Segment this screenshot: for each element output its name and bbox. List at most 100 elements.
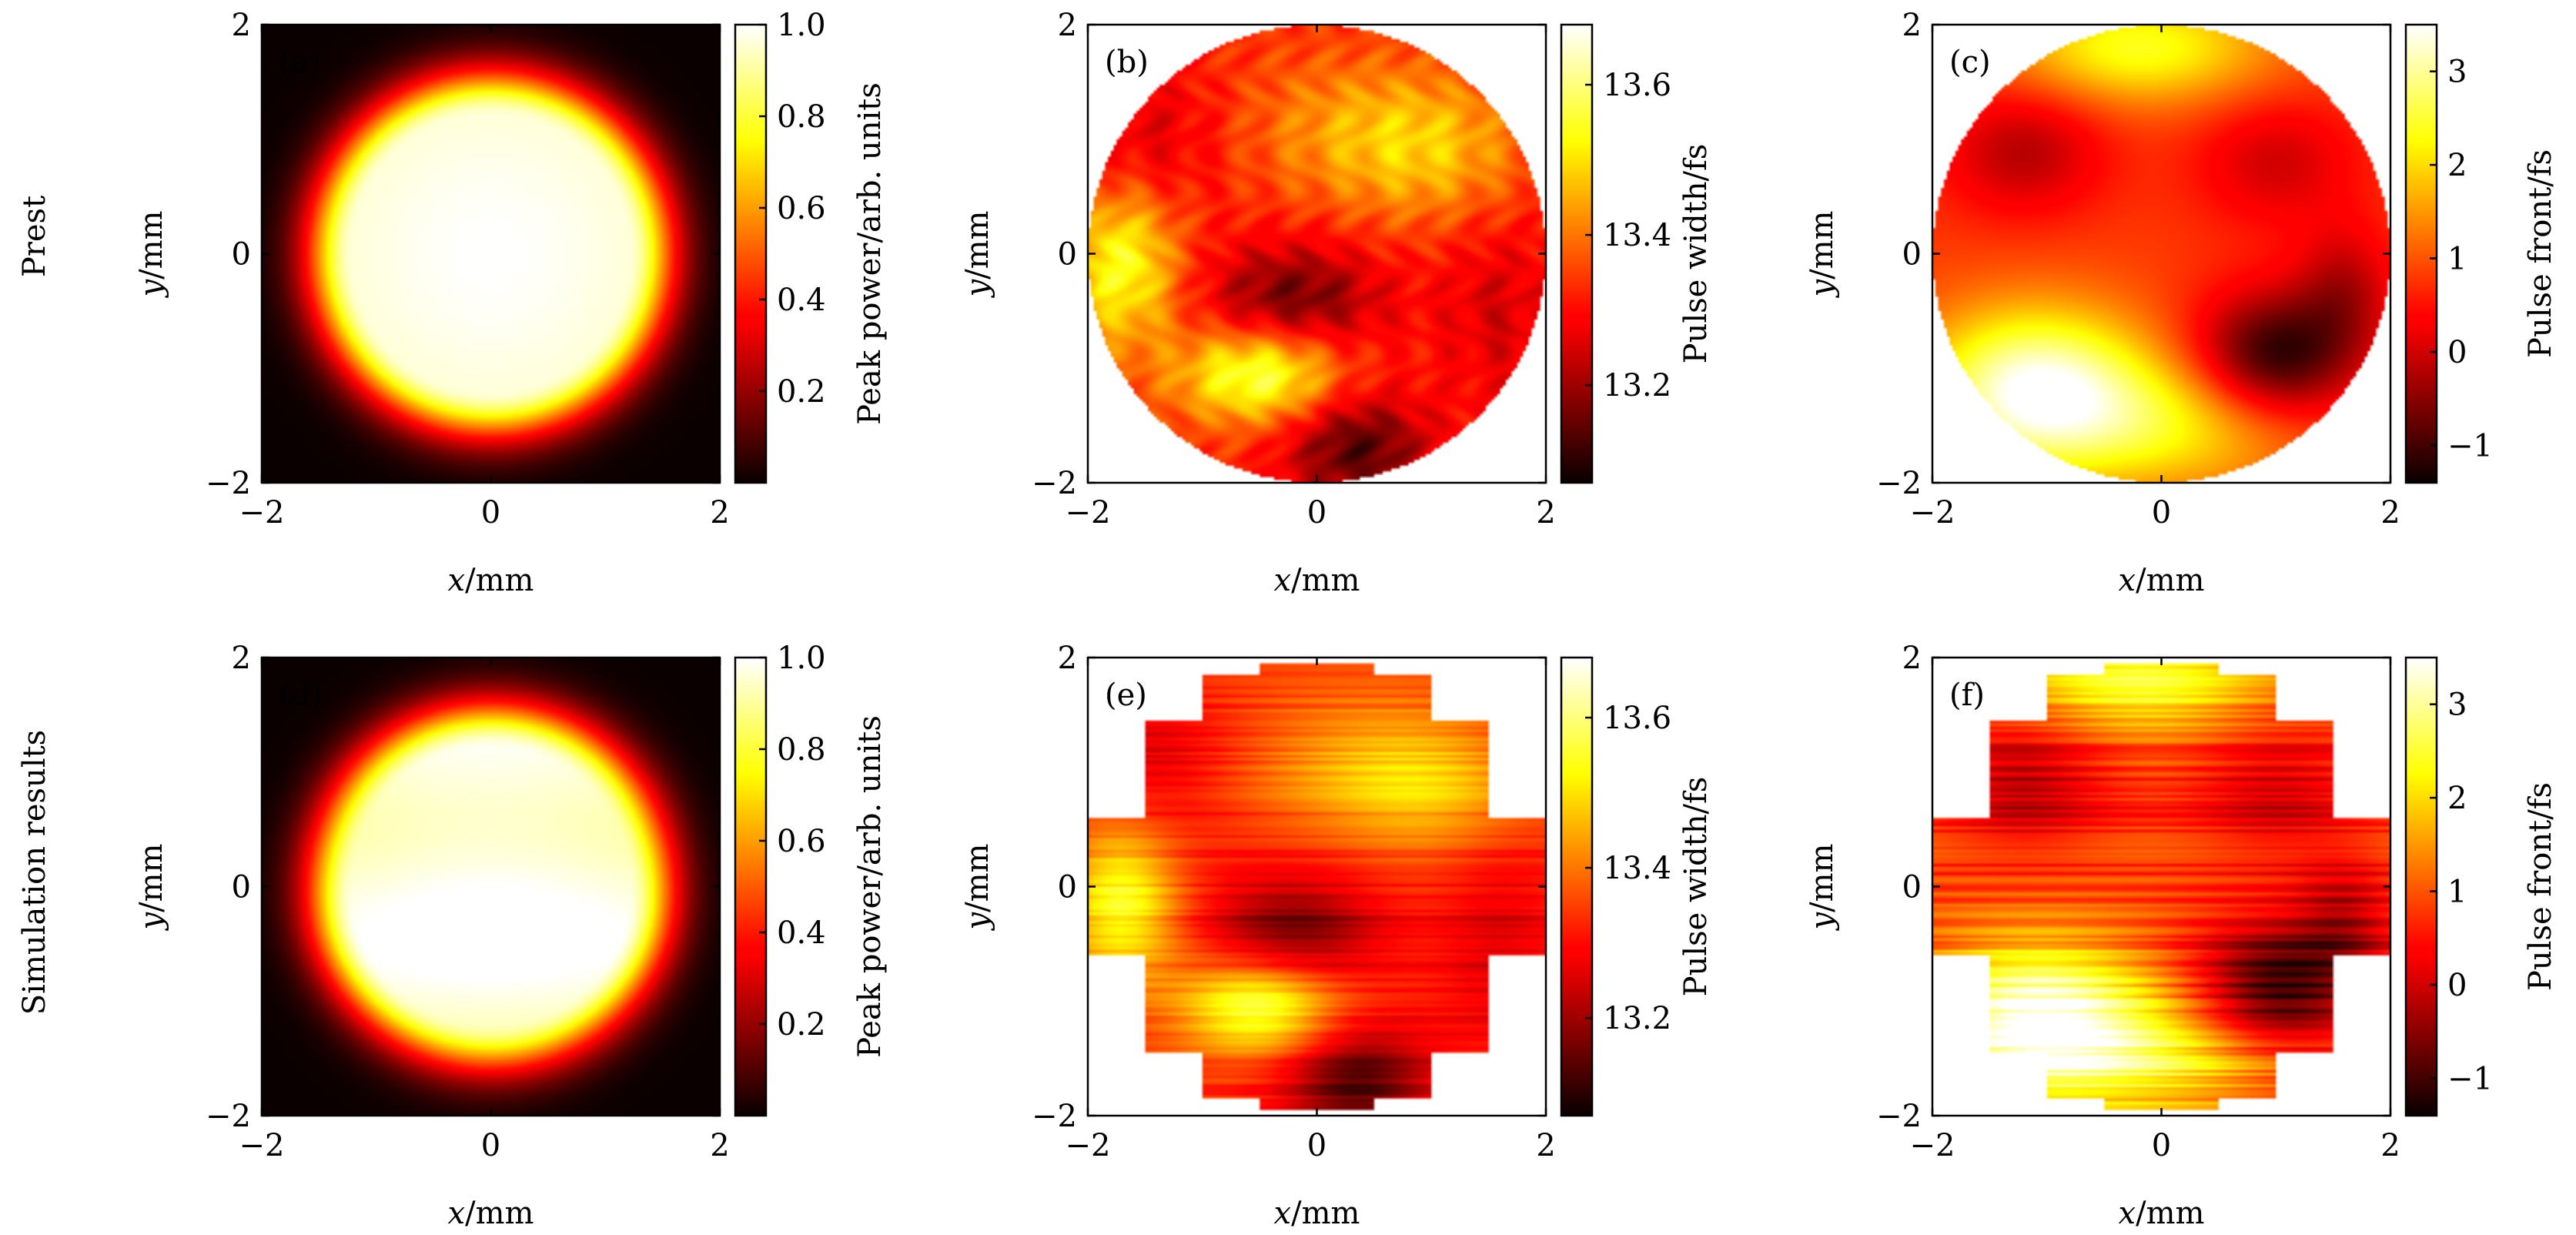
x-axis-label: x/mm bbox=[2119, 563, 2205, 598]
y-tick-label: −2 bbox=[1032, 466, 1077, 501]
colorbar-tick-label: 2 bbox=[2447, 148, 2467, 183]
x-tick-label: 0 bbox=[481, 495, 500, 530]
colorbar-tick-label: 3 bbox=[2447, 688, 2467, 723]
x-tick-label: 2 bbox=[2380, 495, 2400, 530]
panel-label: (c) bbox=[1949, 45, 1991, 80]
y-axis-label: y/mm bbox=[134, 211, 169, 299]
colorbar-tick-label: 2 bbox=[2447, 781, 2467, 816]
y-tick-label: 2 bbox=[1058, 8, 1077, 43]
colorbar-label: Peak power/arb. units bbox=[852, 82, 888, 425]
colorbar-tick-label: 1.0 bbox=[777, 641, 826, 676]
row-label-simulation: Simulation results bbox=[17, 730, 52, 1015]
y-tick-label: 2 bbox=[1902, 8, 1922, 43]
panel-b: (b) −2−2 0 0 2 2 x/mm y/mm 13.2 13.4 13.6 Pulse wid… bbox=[960, 8, 1714, 598]
x-tick-label: 0 bbox=[2152, 495, 2171, 530]
x-tick-label: 2 bbox=[710, 1128, 729, 1163]
y-axis-label: y/mm bbox=[960, 844, 995, 932]
colorbar: −1 0 1 2 3 Pulse front/fs bbox=[2404, 23, 2558, 484]
colorbar-label: Peak power/arb. units bbox=[852, 715, 888, 1058]
x-tick-label: 0 bbox=[2152, 1128, 2171, 1163]
colorbar-tick-label: 0.2 bbox=[777, 374, 826, 410]
x-tick-label: −2 bbox=[1066, 1128, 1111, 1163]
x-axis-label: x/mm bbox=[2119, 1196, 2205, 1231]
panel-e: (e) −2−2 0 0 2 2 x/mm y/mm 13.2 13.4 13.6 Pulse wid… bbox=[960, 641, 1714, 1231]
heatmap-image bbox=[1932, 658, 2390, 1116]
panel-label: (f) bbox=[1949, 678, 1985, 713]
x-tick-label: −2 bbox=[239, 1128, 285, 1163]
heatmap-image bbox=[262, 25, 720, 483]
y-tick-label: 2 bbox=[1058, 641, 1077, 676]
colorbar-frame bbox=[1560, 656, 1594, 1117]
colorbar-tick-label: 0.8 bbox=[777, 99, 826, 135]
x-tick-label: −2 bbox=[1066, 495, 1111, 530]
y-axis-label: y/mm bbox=[960, 211, 995, 299]
colorbar-tick-label: 0.6 bbox=[777, 824, 826, 859]
x-tick-label: 2 bbox=[710, 495, 729, 530]
panel-label: (e) bbox=[1105, 678, 1147, 713]
panel-d: (d) −2−2 0 0 2 2 x/mm y/mm 0.2 0.4 0.6 0.8 1.0 Peak p… bbox=[134, 641, 888, 1231]
x-tick-label: −2 bbox=[1910, 1128, 1955, 1163]
x-axis-label: x/mm bbox=[1274, 1196, 1360, 1231]
colorbar: 0.2 0.4 0.6 0.8 1.0 Peak power/arb. units bbox=[734, 8, 888, 484]
colorbar-tick-label: 13.4 bbox=[1603, 851, 1671, 886]
y-tick-label: 2 bbox=[232, 641, 251, 676]
colorbar-tick-label: 13.4 bbox=[1603, 218, 1671, 253]
x-axis-label: x/mm bbox=[448, 1196, 534, 1231]
colorbar: 0.2 0.4 0.6 0.8 1.0 Peak power/arb. units bbox=[734, 641, 888, 1117]
x-tick-label: 0 bbox=[1307, 495, 1326, 530]
colorbar-tick-label: −1 bbox=[2447, 1061, 2493, 1096]
heatmap-image bbox=[1088, 658, 1546, 1116]
colorbar-frame bbox=[2404, 23, 2438, 484]
colorbar-label: Pulse width/fs bbox=[1678, 777, 1714, 997]
y-tick-label: −2 bbox=[206, 466, 251, 501]
colorbar-label: Pulse width/fs bbox=[1678, 144, 1714, 364]
y-tick-label: −2 bbox=[1032, 1099, 1077, 1134]
colorbar-gradient bbox=[735, 25, 766, 483]
colorbar-gradient bbox=[1561, 25, 1592, 483]
panel-f: (f) −2−2 0 0 2 2 x/mm y/mm −1 0 1 2 3 Pulse front/fs bbox=[1805, 641, 2558, 1231]
panel-label: (b) bbox=[1105, 45, 1149, 80]
y-tick-label: 0 bbox=[1902, 870, 1922, 905]
x-tick-label: 2 bbox=[1536, 495, 1555, 530]
colorbar-frame bbox=[2404, 656, 2438, 1117]
panel-label: (a) bbox=[279, 45, 321, 80]
x-axis-label: x/mm bbox=[1274, 563, 1360, 598]
heatmap-image bbox=[1932, 25, 2390, 483]
colorbar-tick-label: 0 bbox=[2447, 968, 2467, 1003]
colorbar-tick-label: 13.2 bbox=[1603, 368, 1671, 403]
colorbar-tick-label: 13.6 bbox=[1603, 68, 1671, 103]
x-tick-label: 0 bbox=[481, 1128, 500, 1163]
colorbar-tick-label: 1.0 bbox=[777, 8, 826, 43]
heatmap-image bbox=[1088, 25, 1546, 483]
x-tick-label: 2 bbox=[2380, 1128, 2400, 1163]
y-axis-label: y/mm bbox=[1805, 211, 1840, 299]
colorbar-label: Pulse front/fs bbox=[2523, 782, 2558, 991]
y-tick-label: 2 bbox=[1902, 641, 1922, 676]
colorbar-tick-label: 0 bbox=[2447, 335, 2467, 370]
colorbar: 13.2 13.4 13.6 Pulse width/fs bbox=[1560, 656, 1714, 1117]
colorbar-tick-label: 0.4 bbox=[777, 915, 826, 951]
y-tick-label: 2 bbox=[232, 8, 251, 43]
colorbar-tick-label: 13.2 bbox=[1603, 1001, 1671, 1036]
y-tick-label: 0 bbox=[1058, 870, 1077, 905]
panel-a: (a) −2−2 0 0 2 2 x/mm y/mm 0.2 0.4 0.6 0.8 1.0 Peak p… bbox=[134, 8, 888, 598]
y-tick-label: 0 bbox=[232, 870, 251, 905]
colorbar-tick-label: 1 bbox=[2447, 242, 2467, 277]
panel-label: (d) bbox=[279, 678, 323, 713]
colorbar-frame bbox=[1560, 23, 1594, 484]
x-tick-label: 2 bbox=[1536, 1128, 1555, 1163]
x-tick-label: −2 bbox=[1910, 495, 1955, 530]
colorbar-gradient bbox=[1561, 658, 1592, 1116]
colorbar-tick-label: 0.4 bbox=[777, 283, 826, 318]
y-tick-label: 0 bbox=[1902, 237, 1922, 273]
colorbar-gradient bbox=[2406, 25, 2437, 483]
y-tick-label: −2 bbox=[206, 1099, 251, 1134]
y-tick-label: 0 bbox=[232, 237, 251, 273]
colorbar-tick-label: 0.2 bbox=[777, 1007, 826, 1043]
colorbar-label: Pulse front/fs bbox=[2523, 149, 2558, 358]
panel-c: (c) −2−2 0 0 2 2 x/mm y/mm −1 0 1 2 3 Pulse front/fs bbox=[1805, 8, 2558, 598]
colorbar: −1 0 1 2 3 Pulse front/fs bbox=[2404, 656, 2558, 1117]
y-tick-label: 0 bbox=[1058, 237, 1077, 273]
